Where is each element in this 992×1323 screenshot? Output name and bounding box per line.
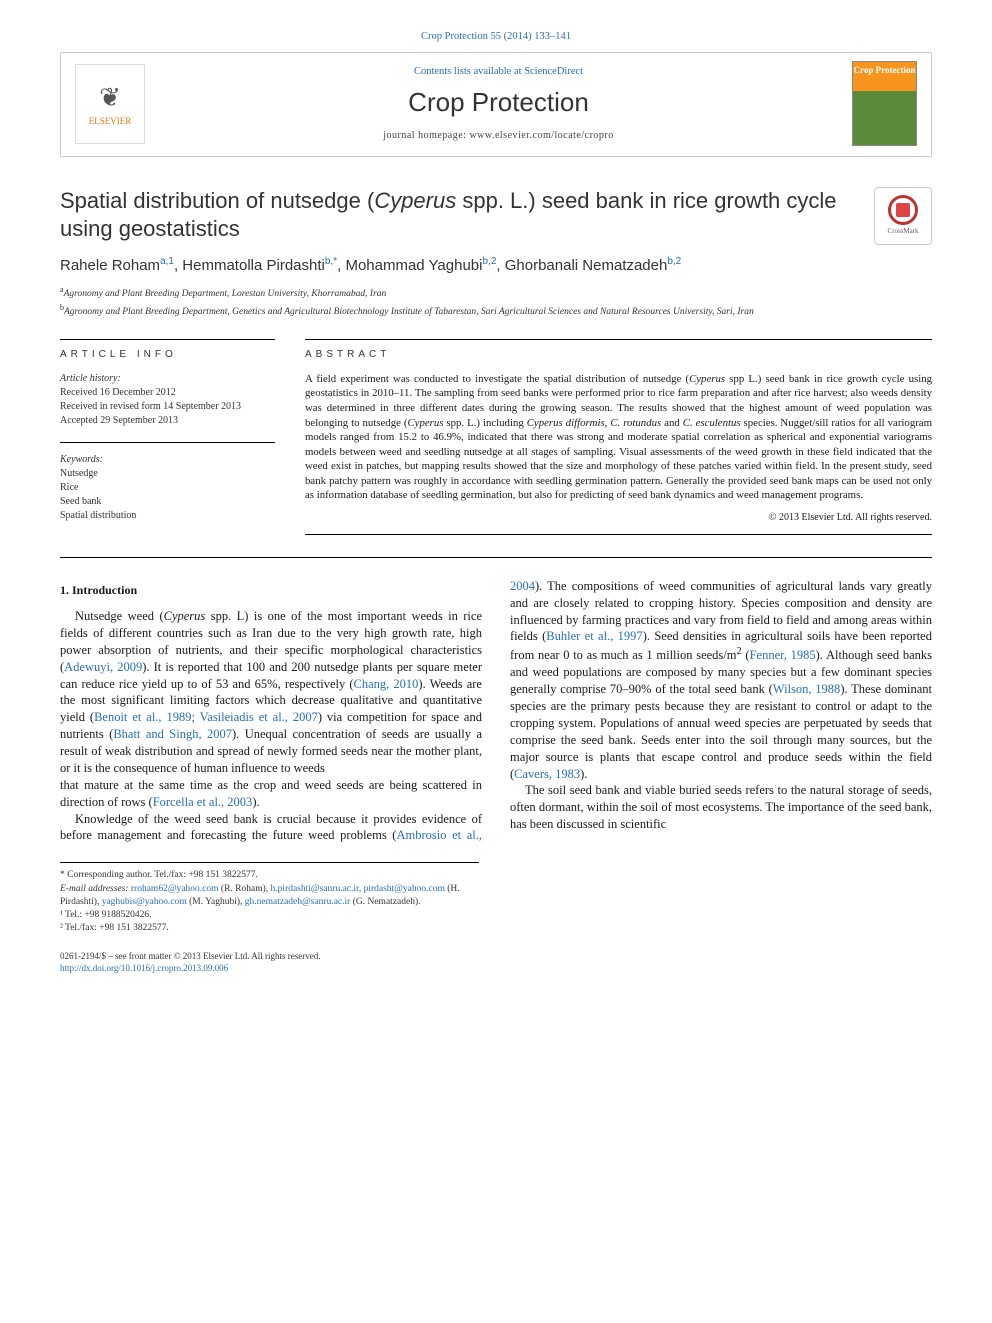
abstract-column: ABSTRACT A field experiment was conducte… (305, 339, 932, 537)
citation-top: Crop Protection 55 (2014) 133–141 (60, 30, 932, 44)
affiliation-a: aAgronomy and Plant Breeding Department,… (60, 284, 932, 301)
keyword-item: Seed bank (60, 495, 275, 509)
affiliations: aAgronomy and Plant Breeding Department,… (60, 284, 932, 319)
article-info-heading: ARTICLE INFO (60, 339, 275, 362)
crossmark-label: CrossMark (887, 227, 918, 236)
received-date: Received 16 December 2012 (60, 386, 275, 400)
journal-header-box: ❦ ELSEVIER Contents lists available at S… (60, 52, 932, 157)
affiliation-b: bAgronomy and Plant Breeding Department,… (60, 302, 932, 319)
sciencedirect-link[interactable]: ScienceDirect (524, 66, 583, 77)
info-divider (60, 442, 275, 443)
contents-available-line: Contents lists available at ScienceDirec… (159, 65, 838, 79)
footnote-1: ¹ Tel.: +98 9188520426. (60, 909, 479, 922)
article-history-block: Article history: Received 16 December 20… (60, 372, 275, 428)
footnotes-block: * Corresponding author. Tel./fax: +98 15… (60, 862, 479, 935)
accepted-date: Accepted 29 September 2013 (60, 414, 275, 428)
footer-bar: 0261-2194/$ – see front matter © 2013 El… (60, 950, 932, 974)
intro-heading: 1. Introduction (60, 582, 482, 598)
body-text-columns: 1. Introduction Nutsedge weed (Cyperus s… (60, 578, 932, 844)
abstract-text: A field experiment was conducted to inve… (305, 372, 932, 503)
footer-front-matter: 0261-2194/$ – see front matter © 2013 El… (60, 950, 932, 962)
keyword-item: Nutsedge (60, 467, 275, 481)
elsevier-label: ELSEVIER (89, 115, 132, 127)
abstract-copyright: © 2013 Elsevier Ltd. All rights reserved… (305, 511, 932, 525)
journal-homepage-line[interactable]: journal homepage: www.elsevier.com/locat… (159, 129, 838, 143)
email-addresses: E-mail addresses: rroham62@yahoo.com (R.… (60, 883, 479, 910)
cover-title: Crop Protection (854, 66, 916, 76)
authors-list: Rahele Rohama,1, Hemmatolla Pirdashtib,*… (60, 255, 932, 276)
header-center: Contents lists available at ScienceDirec… (159, 65, 838, 142)
contents-pre: Contents lists available at (414, 66, 524, 77)
abstract-end-divider (305, 534, 932, 535)
history-label: Article history: (60, 372, 275, 386)
body-paragraph: Nutsedge weed (Cyperus spp. L) is one of… (60, 608, 482, 777)
revised-date: Received in revised form 14 September 20… (60, 400, 275, 414)
body-paragraph: The soil seed bank and viable buried see… (510, 782, 932, 833)
article-info-column: ARTICLE INFO Article history: Received 1… (60, 339, 275, 537)
article-title: Spatial distribution of nutsedge (Cyperu… (60, 187, 854, 242)
journal-cover-thumbnail: Crop Protection (852, 61, 917, 146)
journal-name: Crop Protection (159, 85, 838, 120)
footnote-2: ² Tel./fax: +98 151 3822577. (60, 922, 479, 935)
emails-label: E-mail addresses: (60, 884, 129, 894)
keyword-item: Rice (60, 481, 275, 495)
elsevier-logo[interactable]: ❦ ELSEVIER (75, 64, 145, 144)
crossmark-badge[interactable]: CrossMark (874, 187, 932, 245)
elsevier-tree-icon: ❦ (99, 80, 121, 115)
doi-link[interactable]: http://dx.doi.org/10.1016/j.cropro.2013.… (60, 963, 228, 973)
corresponding-author-note: * Corresponding author. Tel./fax: +98 15… (60, 869, 479, 882)
abstract-heading: ABSTRACT (305, 339, 932, 362)
body-paragraph: that mature at the same time as the crop… (60, 777, 482, 811)
crossmark-icon (888, 195, 918, 225)
keyword-item: Spatial distribution (60, 509, 275, 523)
info-abstract-row: ARTICLE INFO Article history: Received 1… (60, 339, 932, 537)
title-row: Spatial distribution of nutsedge (Cyperu… (60, 187, 932, 245)
keywords-label: Keywords: (60, 453, 275, 467)
body-top-divider (60, 557, 932, 558)
keywords-block: Keywords: Nutsedge Rice Seed bank Spatia… (60, 453, 275, 523)
